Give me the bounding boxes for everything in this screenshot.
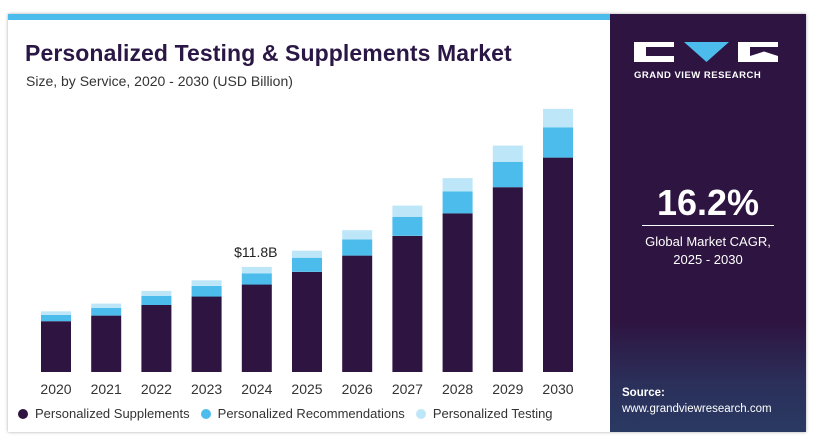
bar-2023-series-2 bbox=[191, 280, 222, 286]
source-link[interactable]: www.grandviewresearch.com bbox=[622, 403, 772, 415]
sidebar-decoration bbox=[610, 322, 806, 432]
grand-view-research-logo bbox=[634, 42, 778, 62]
cagr-label-line2: 2025 - 2030 bbox=[673, 252, 743, 267]
legend-label: Personalized Supplements bbox=[35, 406, 190, 421]
bar-2026-series-2 bbox=[342, 230, 373, 240]
x-tick-label: 2024 bbox=[241, 381, 272, 397]
bar-2020-series-2 bbox=[41, 311, 71, 315]
cagr-label: Global Market CAGR, 2025 - 2030 bbox=[610, 233, 806, 269]
bar-2029-series-0 bbox=[492, 187, 523, 372]
cagr-label-line1: Global Market CAGR, bbox=[645, 234, 771, 249]
bar-2027-series-2 bbox=[392, 205, 423, 217]
data-label-2024: $11.8B bbox=[234, 244, 277, 260]
bar-2026-series-0 bbox=[342, 255, 373, 372]
x-tick-label: 2025 bbox=[291, 381, 322, 397]
x-tick-label: 2020 bbox=[40, 381, 71, 397]
cagr-divider bbox=[642, 225, 774, 226]
x-tick-label: 2030 bbox=[542, 381, 573, 397]
chart-card: Personalized Testing & Supplements Marke… bbox=[8, 14, 806, 432]
legend-item: Personalized Supplements bbox=[18, 406, 190, 421]
bar-2030-series-1 bbox=[543, 127, 573, 158]
x-tick-label: 2021 bbox=[91, 381, 122, 397]
bar-2030-series-0 bbox=[543, 157, 573, 372]
legend-label: Personalized Recommendations bbox=[217, 406, 405, 421]
bar-2028-series-2 bbox=[442, 178, 473, 192]
chart-panel: Personalized Testing & Supplements Marke… bbox=[8, 14, 610, 432]
bar-2020-series-1 bbox=[41, 314, 71, 322]
logo-text: GRAND VIEW RESEARCH bbox=[634, 70, 762, 81]
x-tick-label: 2022 bbox=[141, 381, 172, 397]
chart-legend: Personalized Supplements Personalized Rec… bbox=[18, 406, 564, 421]
bar-2029-series-1 bbox=[492, 161, 523, 188]
cagr-value: 16.2% bbox=[656, 182, 760, 223]
x-tick-label: 2029 bbox=[492, 381, 523, 397]
bar-2023-series-1 bbox=[191, 286, 222, 297]
bar-2021-series-1 bbox=[91, 307, 122, 316]
x-tick-label: 2028 bbox=[442, 381, 473, 397]
x-tick-label: 2026 bbox=[342, 381, 373, 397]
legend-swatch bbox=[18, 408, 28, 419]
bar-2023-series-0 bbox=[191, 296, 222, 372]
bar-2027-series-0 bbox=[392, 235, 423, 372]
bar-2030-series-2 bbox=[543, 108, 573, 128]
legend-item: Personalized Recommendations bbox=[200, 406, 405, 421]
bar-2025-series-0 bbox=[292, 271, 322, 372]
bar-2020-series-0 bbox=[41, 321, 71, 372]
bar-2029-series-2 bbox=[492, 145, 523, 162]
chart-subtitle: Size, by Service, 2020 - 2030 (USD Billi… bbox=[26, 73, 293, 89]
legend-item: Personalized Testing bbox=[415, 406, 553, 421]
bar-2022-series-1 bbox=[141, 295, 172, 305]
legend-swatch bbox=[415, 408, 426, 419]
bar-2028-series-1 bbox=[442, 191, 473, 214]
bar-2024-series-2 bbox=[241, 266, 272, 274]
x-tick-label: 2027 bbox=[392, 381, 423, 397]
bar-2022-series-0 bbox=[141, 305, 172, 372]
bar-2025-series-2 bbox=[292, 250, 322, 258]
bar-2024-series-1 bbox=[241, 273, 272, 285]
chart-title: Personalized Testing & Supplements Marke… bbox=[25, 40, 512, 66]
bar-2028-series-0 bbox=[442, 213, 473, 372]
bar-2021-series-2 bbox=[91, 303, 122, 308]
bar-2026-series-1 bbox=[342, 239, 373, 256]
bar-2022-series-2 bbox=[141, 290, 172, 296]
bar-2027-series-1 bbox=[392, 216, 423, 236]
source-label: Source: bbox=[622, 387, 665, 399]
bar-2024-series-0 bbox=[241, 284, 272, 372]
bar-chart: 2020 2021 2022 2023 2024 $11.8B 2025 2026 2027 20… bbox=[40, 108, 574, 397]
legend-label: Personalized Testing bbox=[432, 406, 553, 421]
info-sidebar: GRAND VIEW RESEARCH 16.2% Global Market … bbox=[610, 14, 806, 432]
legend-swatch bbox=[200, 408, 211, 419]
bar-2021-series-0 bbox=[91, 315, 122, 372]
x-tick-label: 2023 bbox=[191, 381, 222, 397]
bar-2025-series-1 bbox=[292, 257, 322, 272]
